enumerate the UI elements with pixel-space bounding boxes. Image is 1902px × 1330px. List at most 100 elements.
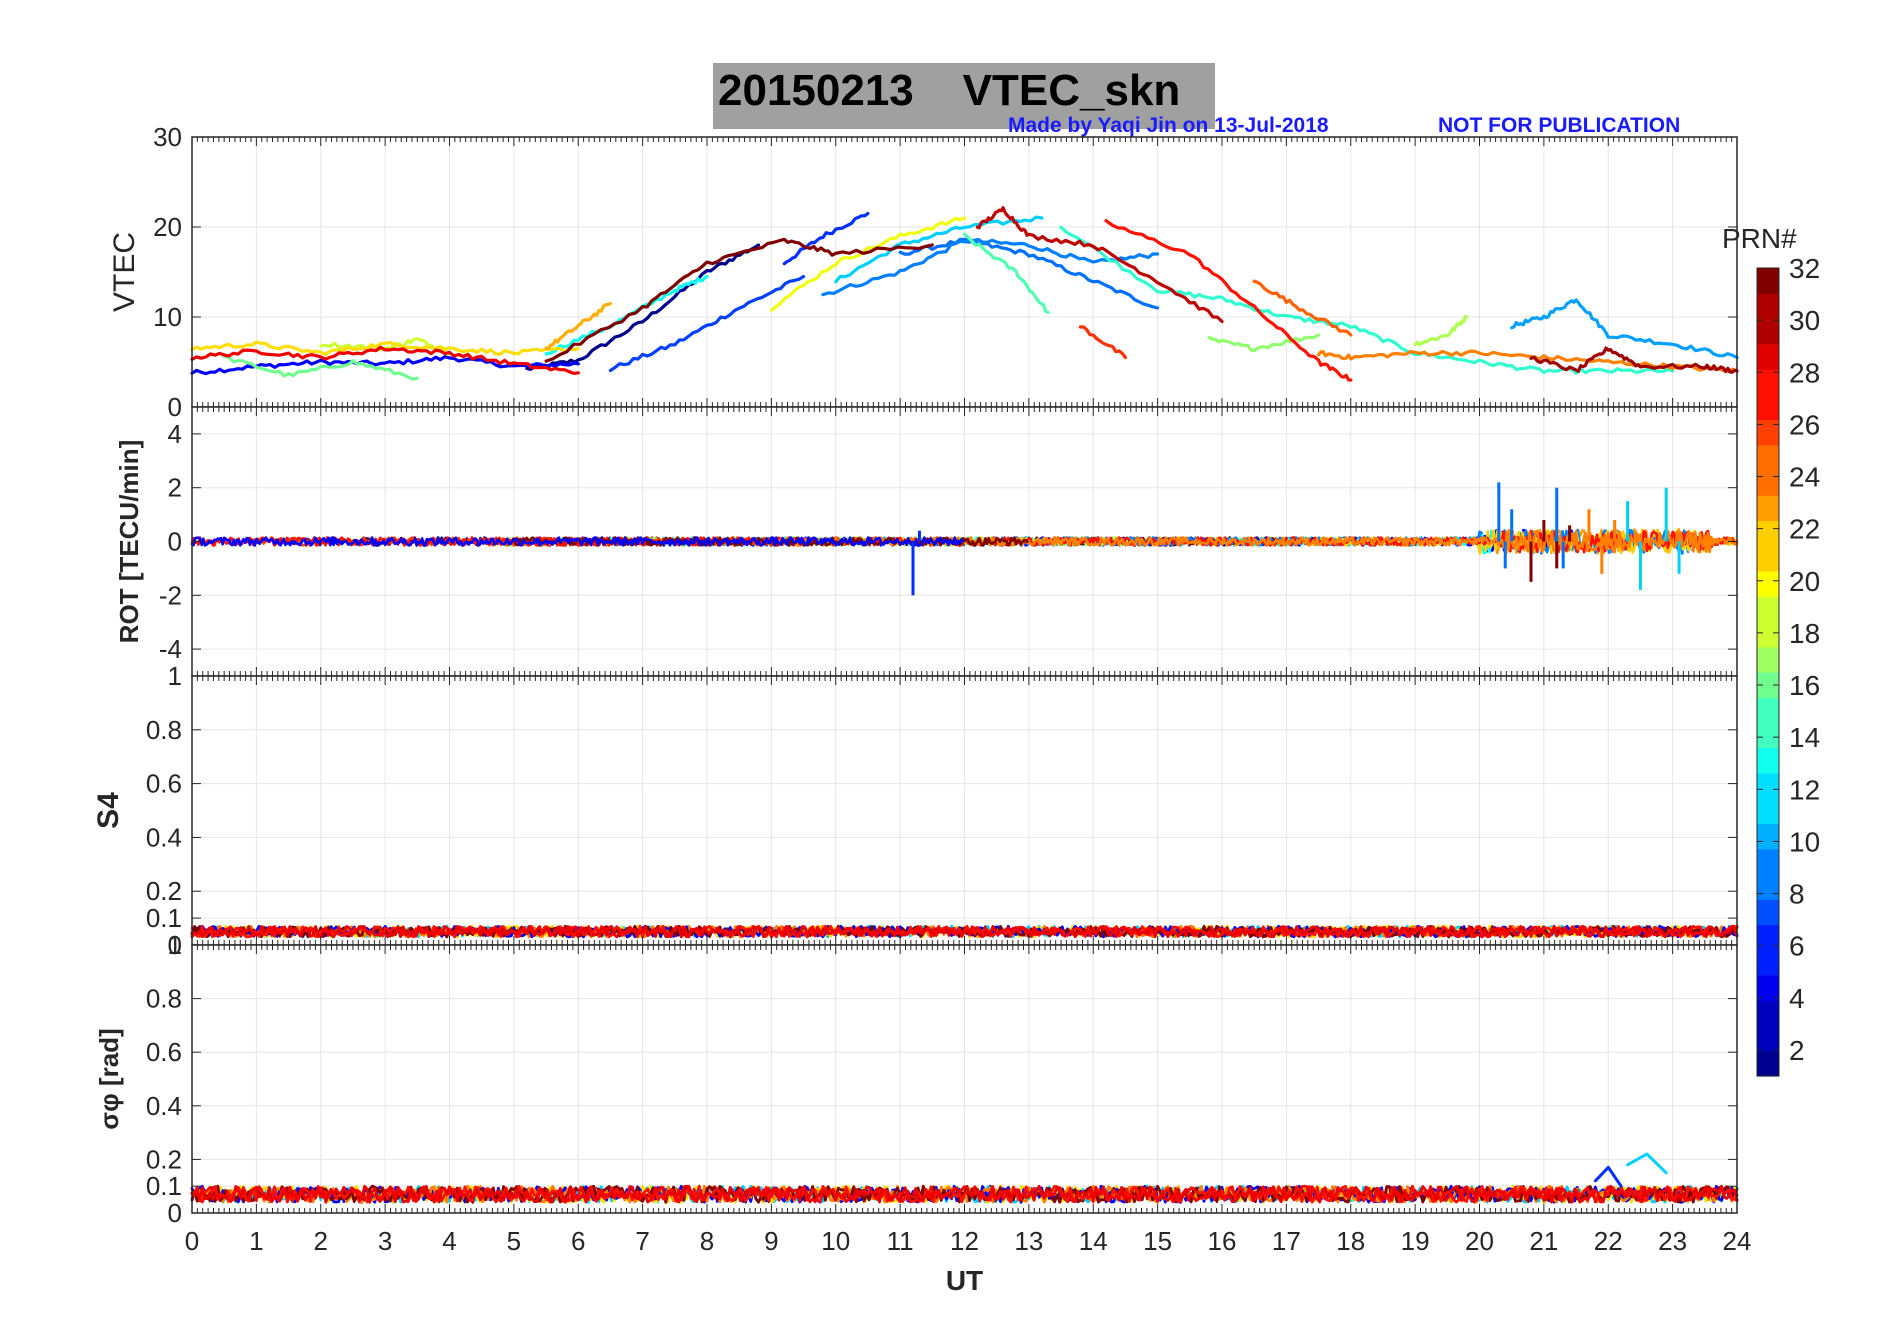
vtec-series-line: [222, 355, 419, 381]
colorbar-frame: [1756, 267, 1780, 1077]
s4-ylabel: S4: [92, 792, 125, 829]
vtec-series-line: [544, 301, 612, 351]
sigma-xtick-label: 2: [314, 1226, 328, 1256]
colorbar-segment: [1757, 419, 1779, 446]
vtec-ytick-label: 10: [153, 302, 182, 332]
rot-panel: -4 -2 0 2 4 ROT [TECU/min]: [114, 406, 1739, 677]
colorbar-tick-label: 6: [1789, 931, 1805, 962]
sigma-xtick-label: 21: [1529, 1226, 1558, 1256]
vtec-series-line: [1207, 333, 1321, 353]
x-axis-label: UT: [946, 1265, 983, 1296]
colorbar-label: PRN#: [1722, 223, 1797, 254]
vtec-series-line: [1510, 298, 1739, 360]
vtec-series-line: [1078, 325, 1127, 360]
colorbar-segment: [1757, 899, 1779, 926]
s4-ytick-label: 0.2: [146, 876, 182, 906]
colorbar-tick-label: 20: [1789, 566, 1820, 597]
s4-ytick-label: 0.6: [146, 769, 182, 799]
colorbar-segment: [1757, 747, 1779, 774]
sigma-xtick-label: 15: [1143, 1226, 1172, 1256]
sigma-ytick-label: 0: [168, 1198, 182, 1228]
colorbar-segment: [1757, 646, 1779, 673]
colorbar-tick-label: 16: [1789, 670, 1820, 701]
colorbar-tick-label: 24: [1789, 462, 1820, 493]
vtec-series-line: [190, 340, 580, 357]
sigma-burst-line: [1593, 1165, 1623, 1188]
sigma-xtick-label: 4: [442, 1226, 456, 1256]
vtec-series-line: [1317, 349, 1739, 374]
vtec-series-line: [608, 274, 806, 373]
colorbar-segment: [1757, 672, 1779, 698]
colorbar-segment: [1757, 924, 1779, 951]
s4-ytick-label: 0.8: [146, 715, 182, 745]
colorbar-segment: [1757, 621, 1779, 648]
vtec-series-line: [1529, 346, 1739, 374]
vtec-series-line: [1252, 279, 1353, 337]
vtec-series-line: [1059, 225, 1675, 375]
colorbar-segment: [1757, 874, 1779, 900]
vtec-series-line: [1413, 314, 1469, 347]
s4-panel: 00.10.2 0.4 0.6 0.8 1 S4: [92, 661, 1739, 960]
title-background: [713, 63, 1215, 129]
vtec-series-line: [769, 216, 967, 312]
colorbar-segment: [1757, 520, 1779, 547]
sigma-xtick-label: 20: [1465, 1226, 1494, 1256]
colorbar-segment: [1757, 949, 1779, 976]
vtec-series-line: [1104, 219, 1353, 382]
sigma-xtick-label: 9: [764, 1226, 778, 1256]
colorbar-segment: [1757, 545, 1779, 572]
sigma-xtick-label: 5: [507, 1226, 521, 1256]
sigma-xtick-label: 12: [950, 1226, 979, 1256]
s4-ytick-label: 0.4: [146, 822, 182, 852]
colorbar-segment: [1757, 268, 1779, 294]
sigma-series-line: [190, 1184, 1739, 1204]
colorbar-segment: [1757, 1000, 1779, 1027]
colorbar-tick-label: 14: [1789, 722, 1820, 753]
colorbar-segment: [1757, 773, 1779, 799]
colorbar-segment: [1757, 798, 1779, 825]
colorbar-segment: [1757, 394, 1779, 421]
rot-series-line: [190, 536, 965, 547]
colorbar-segment: [1757, 975, 1779, 1001]
vtec-series-line: [782, 211, 870, 266]
sigma-burst-line: [1626, 1152, 1668, 1175]
colorbar-segment: [1757, 697, 1779, 724]
sigma-xtick-label: 16: [1208, 1226, 1237, 1256]
sigma-xtick-label: 22: [1594, 1226, 1623, 1256]
colorbar-segment: [1757, 318, 1779, 345]
figure-title: 20150213 VTEC_skn: [718, 66, 1181, 115]
vtec-panel: 0 10 20 30 VTEC: [108, 122, 1739, 422]
colorbar-tick-label: 22: [1789, 514, 1820, 545]
sigma-xtick-label: 0: [185, 1226, 199, 1256]
sigma-series-line: [190, 1184, 1739, 1204]
colorbar-segment: [1757, 470, 1779, 496]
sigma-ytick-label: 0.6: [146, 1037, 182, 1067]
vtec-ytick-label: 30: [153, 122, 182, 152]
colorbar-tick-label: 26: [1789, 409, 1820, 440]
colorbar-segment: [1757, 1050, 1779, 1077]
rot-ytick-label: 2: [168, 473, 182, 503]
colorbar-segment: [1757, 343, 1779, 370]
vtec-series-line: [834, 215, 1044, 284]
s4-ytick-label: 0.1: [146, 903, 182, 933]
vtec-series-line: [898, 237, 1160, 310]
colorbar-segment: [1757, 1025, 1779, 1052]
vtec-series-line: [544, 237, 934, 363]
sigma-xtick-label: 17: [1272, 1226, 1301, 1256]
colorbar-segment: [1757, 571, 1779, 597]
colorbar-segment: [1757, 369, 1779, 395]
sigma-ytick-label: 0.1: [146, 1171, 182, 1201]
s4-series-line: [190, 924, 1739, 939]
sigma-xtick-label: 18: [1336, 1226, 1365, 1256]
vtec-ytick-label: 20: [153, 212, 182, 242]
credit-text: Made by Yaqi Jin on 13-Jul-2018: [1008, 114, 1329, 137]
colorbar-segment: [1757, 293, 1779, 320]
colorbar-tick-label: 18: [1789, 618, 1820, 649]
colorbar-tick-label: 8: [1789, 879, 1805, 910]
sigma-ytick-label: 0.8: [146, 984, 182, 1014]
colorbar-tick-label: 4: [1789, 983, 1805, 1014]
colorbar-tick-label: 12: [1789, 774, 1820, 805]
sigma-xtick-label: 14: [1079, 1226, 1108, 1256]
sigma-xtick-label: 11: [887, 1226, 914, 1256]
